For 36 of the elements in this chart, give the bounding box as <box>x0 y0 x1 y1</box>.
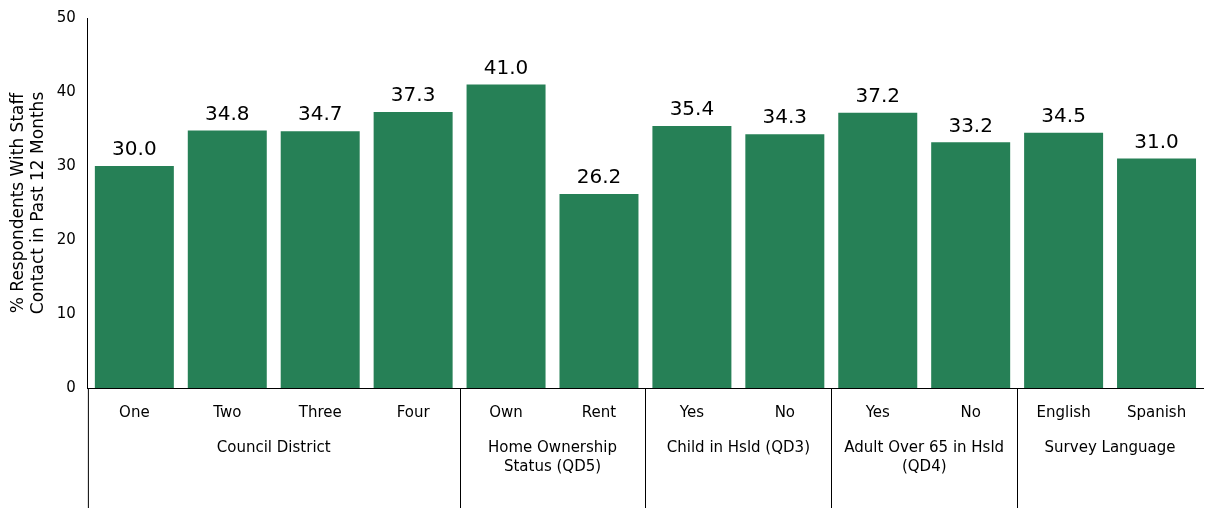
data-label: 41.0 <box>483 54 529 79</box>
x-tick-label: Yes <box>678 402 705 421</box>
y-tick-label: 20 <box>56 229 76 248</box>
y-tick-label: 50 <box>56 7 76 26</box>
y-axis-title: % Respondents With Staff Contact in Past 12 Months <box>6 91 48 315</box>
x-tick-label: Yes <box>864 402 891 421</box>
text: Survey Language <box>1044 438 1176 457</box>
y-tick-label: 40 <box>56 81 76 100</box>
data-label: 26.2 <box>576 164 622 189</box>
x-tick-label: Rent <box>581 402 617 421</box>
text: Adult Over 65 in Hsld (QD4) <box>844 438 1005 476</box>
x-tick-label: Own <box>489 402 523 421</box>
y-tick-label: 30 <box>56 155 76 174</box>
data-label: 37.2 <box>855 82 901 107</box>
data-label: 34.3 <box>762 104 808 129</box>
x-tick-label: No <box>774 402 796 421</box>
data-label: 34.7 <box>297 101 343 126</box>
text: Council District <box>216 438 331 457</box>
data-label: 31.0 <box>1134 128 1179 153</box>
x-tick-label: Spanish <box>1126 402 1187 421</box>
data-label: 34.8 <box>205 100 250 125</box>
x-tick-label: No <box>960 402 981 421</box>
x-tick-label: One <box>119 402 150 421</box>
data-label: 35.4 <box>669 96 715 121</box>
y-tick-label: 10 <box>56 303 76 322</box>
x-tick-label: English <box>1036 402 1091 421</box>
data-label: 34.5 <box>1041 102 1086 127</box>
data-label: 30.0 <box>112 136 157 161</box>
x-tick-label: Two <box>212 402 242 421</box>
data-label: 33.2 <box>948 112 993 137</box>
data-label: 37.3 <box>390 82 436 107</box>
x-tick-label: Four <box>396 402 431 421</box>
y-tick-label: 0 <box>66 377 76 396</box>
text: Home Ownership Status (QD5) <box>487 438 618 476</box>
text: Child in Hsld (QD3) <box>666 438 810 457</box>
x-tick-label: Three <box>297 402 342 421</box>
